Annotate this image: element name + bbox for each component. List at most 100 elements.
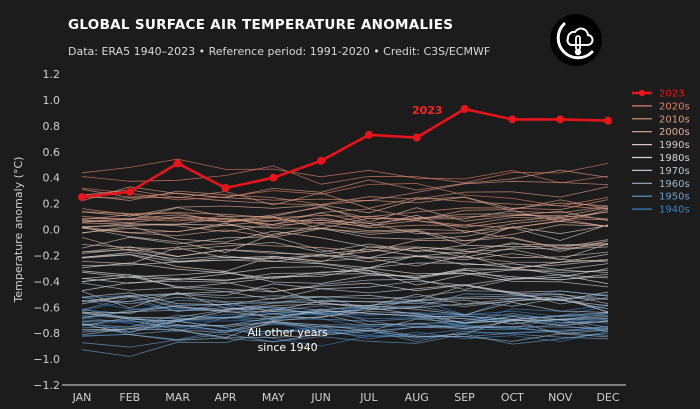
other-years-lines <box>81 158 609 357</box>
year-line-2010s <box>81 169 609 202</box>
x-tick-label: NOV <box>548 391 573 404</box>
y-tick-label: 1.0 <box>43 94 61 107</box>
year-line-1980s <box>81 246 609 266</box>
y-tick-label: −0.6 <box>33 301 60 314</box>
year-line-1990s <box>81 241 609 253</box>
year-line-2010s <box>81 215 609 229</box>
point-2023 <box>460 104 469 113</box>
year-line-1980s <box>81 266 609 281</box>
year-line-1970s <box>81 298 609 314</box>
legend-label-1950s: 1950s <box>659 192 690 203</box>
year-line-2000s <box>81 205 609 223</box>
line-2023 <box>81 107 609 199</box>
year-line-2000s <box>81 207 609 233</box>
year-line-1960s <box>81 316 609 336</box>
chart-title: GLOBAL SURFACE AIR TEMPERATURE ANOMALIES <box>68 17 454 33</box>
year-line-2010s <box>81 189 609 210</box>
y-tick-label: 0.4 <box>43 172 61 185</box>
x-tick-label: MAR <box>165 391 190 404</box>
year-line-1990s <box>81 246 609 263</box>
legend-label-2010s: 2010s <box>659 114 690 125</box>
x-tick-label: JUN <box>310 391 331 404</box>
point-2023 <box>364 130 373 139</box>
year-line-1950s <box>81 304 609 332</box>
point-2023 <box>269 173 278 182</box>
point-2023 <box>78 193 86 202</box>
year-line-1960s <box>81 322 609 341</box>
x-tick-label: FEB <box>119 391 140 404</box>
chart-subtitle: Data: ERA5 1940–2023 • Reference period:… <box>68 45 491 58</box>
year-line-1960s <box>81 312 609 338</box>
legend-label-2020s: 2020s <box>659 101 690 112</box>
year-line-2000s <box>81 236 609 252</box>
point-2023 <box>604 116 612 125</box>
legend-label-1990s: 1990s <box>659 140 690 151</box>
y-tick-label: 1.2 <box>43 68 61 81</box>
x-tick-label: OCT <box>501 391 524 404</box>
year-line-1950s <box>81 329 609 348</box>
y-tick-label: −1.0 <box>33 353 60 366</box>
y-tick-label: −1.2 <box>33 379 60 392</box>
year-line-2020s <box>81 158 609 184</box>
legend-label-2000s: 2000s <box>659 127 690 138</box>
legend-label-1960s: 1960s <box>659 179 690 190</box>
year-line-1990s <box>81 225 609 253</box>
year-line-1990s <box>81 243 609 261</box>
year-line-1990s <box>81 223 609 241</box>
year-line-2020s <box>81 163 609 185</box>
year-line-1970s <box>81 283 609 302</box>
point-2023 <box>556 115 565 124</box>
point-2023 <box>173 159 182 168</box>
point-2023 <box>317 156 326 165</box>
y-tick-label: 0.2 <box>43 198 61 211</box>
annotation-since-1940: since 1940 <box>258 341 318 354</box>
year-line-2010s <box>81 180 609 202</box>
year-line-1950s <box>81 313 609 333</box>
year-line-1980s <box>81 252 609 280</box>
legend-marker-2023 <box>638 89 646 97</box>
year-line-1970s <box>81 311 609 338</box>
year-line-1950s <box>81 325 609 357</box>
x-tick-label: DEC <box>596 391 619 404</box>
point-2023 <box>412 133 421 142</box>
c3s-thermometer-moon-icon <box>550 14 602 66</box>
legend-label-1970s: 1970s <box>659 166 690 177</box>
x-axis-ticks: JAN FEB MAR APR MAY JUN JUL AUG SEP OCT NOV DEC <box>72 391 620 404</box>
y-tick-label: 0.0 <box>43 224 61 237</box>
year-line-1980s <box>81 262 609 279</box>
year-line-1970s <box>81 293 609 313</box>
y-tick-label: −0.8 <box>33 327 60 340</box>
year-line-1950s <box>81 329 609 345</box>
year-line-1970s <box>81 292 609 307</box>
annotation-other-years: All other years <box>248 326 328 339</box>
year-line-2000s <box>81 211 609 224</box>
year-line-1960s <box>81 294 609 318</box>
y-axis-ticks: 1.2 1.0 0.8 0.6 0.4 0.2 0.0 −0.2 −0.4 −0.6 −0.8 −1.… <box>33 68 60 392</box>
y-tick-label: −0.4 <box>33 275 60 288</box>
year-line-1970s <box>81 287 609 316</box>
year-line-1970s <box>81 276 609 300</box>
legend-label-2023: 2023 <box>659 89 684 100</box>
legend-label-1940s: 1940s <box>659 205 690 216</box>
year-line-1950s <box>81 299 609 324</box>
y-axis-label: Temperature anomaly (°C) <box>12 157 25 304</box>
year-line-1990s <box>81 254 609 272</box>
x-tick-label: JAN <box>72 391 92 404</box>
highlight-series-2023 <box>78 104 612 202</box>
x-tick-label: APR <box>215 391 237 404</box>
x-tick-label: SEP <box>454 391 475 404</box>
y-tick-label: 0.6 <box>43 146 61 159</box>
year-line-1980s <box>81 267 609 282</box>
x-tick-label: MAY <box>262 391 285 404</box>
x-tick-label: JUL <box>359 391 378 404</box>
year-line-1980s <box>81 253 609 271</box>
legend-label-1980s: 1980s <box>659 153 690 164</box>
y-tick-label: −0.2 <box>33 249 60 262</box>
y-tick-label: 0.8 <box>43 120 61 133</box>
year-line-1980s <box>81 280 609 301</box>
year-line-2000s <box>81 224 609 242</box>
year-line-2010s <box>81 199 609 219</box>
point-2023 <box>125 187 134 196</box>
